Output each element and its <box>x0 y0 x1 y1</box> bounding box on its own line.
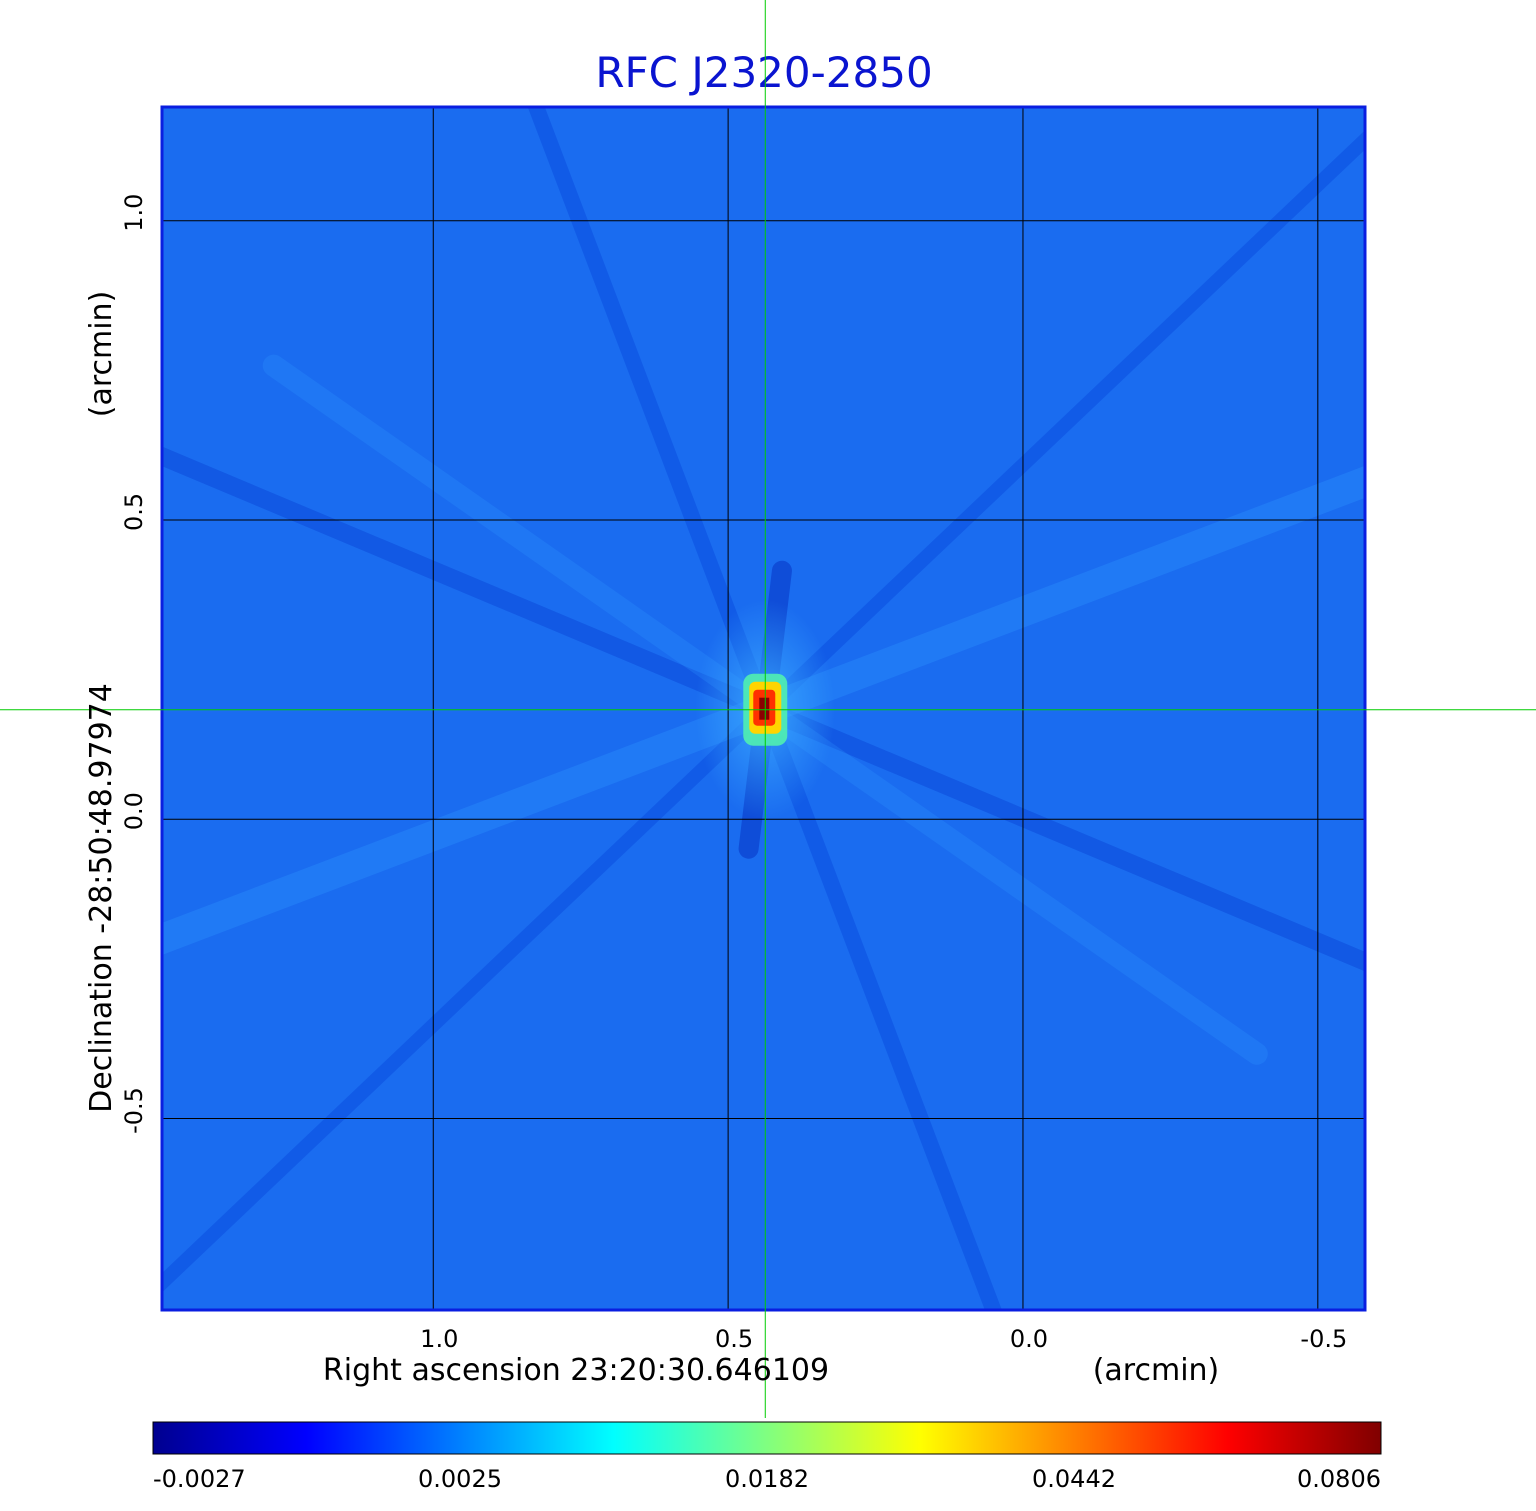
y-axis-label: Declination -28:50:48.97974 <box>84 683 119 1113</box>
x-tick-label: -0.5 <box>1300 1325 1347 1353</box>
x-tick-label: 0.0 <box>1010 1325 1048 1353</box>
x-tick-labels: 1.0 0.5 0.0 -0.5 <box>420 1325 1347 1353</box>
y-tick-label: 0.5 <box>120 493 148 531</box>
plot-frame <box>160 105 1367 1312</box>
colorbar-label: 0.0182 <box>725 1465 809 1493</box>
colorbar-label: 0.0442 <box>1032 1465 1116 1493</box>
colorbar-label: -0.0027 <box>153 1465 246 1493</box>
y-tick-label: 0.0 <box>120 792 148 830</box>
y-axis-unit: (arcmin) <box>84 291 119 418</box>
colorbar-label: 0.0025 <box>418 1465 502 1493</box>
crosshair <box>0 0 1536 1418</box>
coordinate-grid <box>162 107 1365 1310</box>
source-peak-max <box>759 697 770 720</box>
y-tick-labels: 1.0 0.5 0.0 -0.5 <box>120 194 148 1134</box>
x-tick-label: 0.5 <box>715 1325 753 1353</box>
x-axis-label: Right ascension 23:20:30.646109 <box>323 1353 829 1388</box>
colorbar-labels: -0.0027 0.0025 0.0182 0.0442 0.0806 <box>153 1465 1381 1493</box>
y-tick-label: 1.0 <box>120 194 148 232</box>
x-axis-unit: (arcmin) <box>1093 1353 1220 1388</box>
chart-title: RFC J2320-2850 <box>595 48 932 97</box>
colorbar-label: 0.0806 <box>1297 1465 1381 1493</box>
colorbar <box>152 1421 1382 1455</box>
y-tick-label: -0.5 <box>120 1087 148 1134</box>
x-tick-label: 1.0 <box>420 1325 458 1353</box>
